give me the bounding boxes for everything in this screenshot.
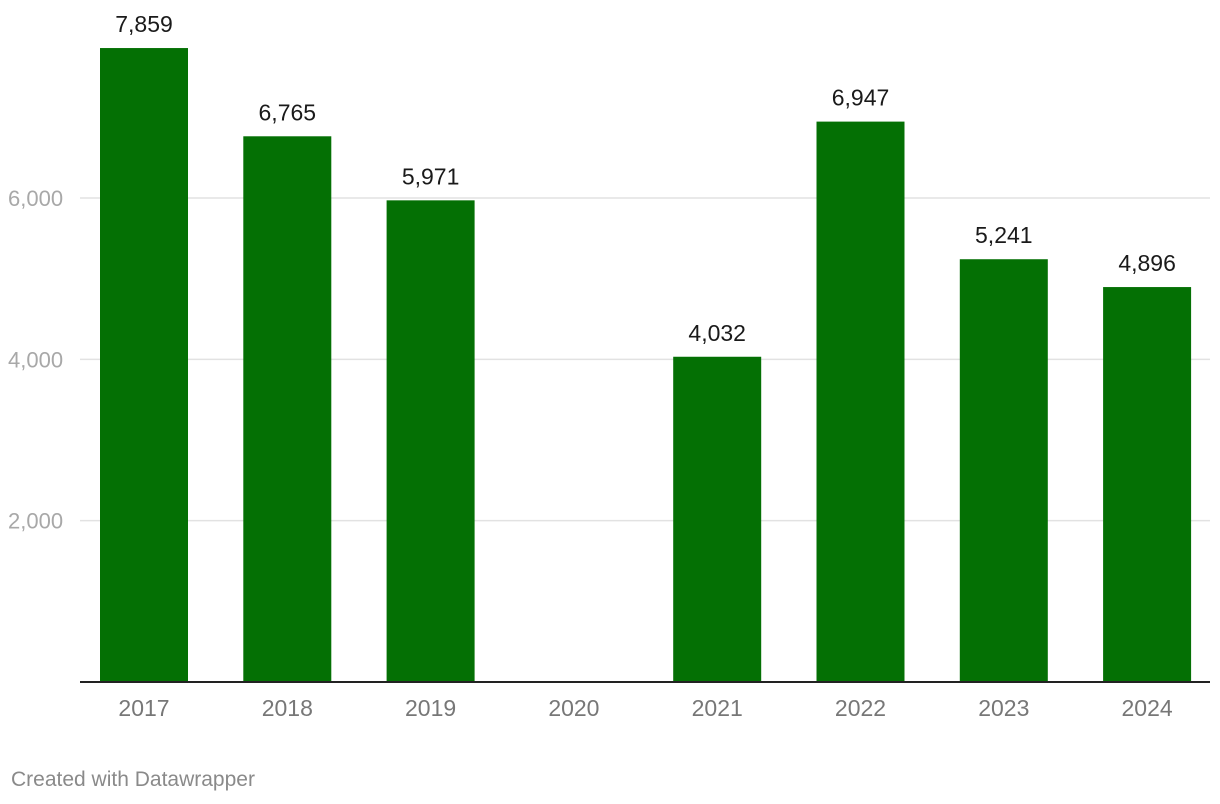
data-label-2021: 4,032 (688, 320, 746, 346)
bar-2018 (243, 136, 332, 683)
x-tick-label-2019: 2019 (405, 695, 456, 721)
bar-2023 (959, 259, 1048, 682)
bar-2024 (1103, 287, 1192, 682)
data-label-2024: 4,896 (1118, 250, 1176, 276)
bar-2017 (100, 48, 188, 683)
x-tick-label-2018: 2018 (262, 695, 313, 721)
x-axis-ticks: 2017 2018 2019 2020 2021 2022 2023 2024 (118, 695, 1172, 721)
x-tick-label-2021: 2021 (692, 695, 743, 721)
bar-2019 (386, 200, 475, 682)
x-tick-label-2022: 2022 (835, 695, 886, 721)
data-label-2019: 5,971 (402, 163, 460, 189)
data-label-2017: 7,859 (115, 11, 173, 37)
data-label-2022: 6,947 (832, 85, 890, 111)
credit-text: Created with Datawrapper (11, 768, 255, 791)
y-tick-label: 6,000 (8, 186, 63, 211)
bar-2022 (816, 121, 905, 683)
x-tick-label-2024: 2024 (1122, 695, 1173, 721)
bar-2021 (673, 356, 762, 682)
y-tick-label: 4,000 (8, 347, 63, 372)
data-labels: 7,859 6,765 5,971 4,032 6,947 5,241 4,896 (115, 11, 1176, 346)
x-tick-label-2017: 2017 (118, 695, 169, 721)
bars (100, 48, 1192, 683)
data-label-2023: 5,241 (975, 222, 1033, 248)
y-tick-label: 2,000 (8, 509, 63, 534)
data-label-2018: 6,765 (259, 99, 317, 125)
x-tick-label-2020: 2020 (548, 695, 599, 721)
y-axis-ticks: 2,000 4,000 6,000 (8, 186, 63, 534)
x-tick-label-2023: 2023 (978, 695, 1029, 721)
